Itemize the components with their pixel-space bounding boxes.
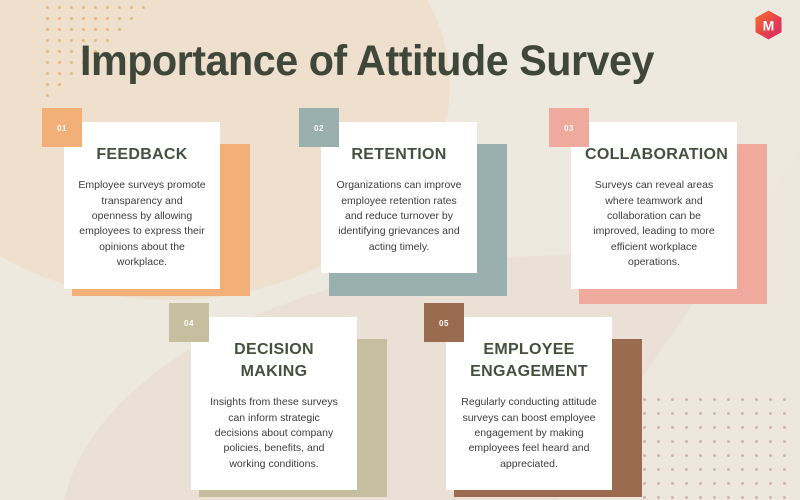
card-title: DECISION MAKING: [234, 341, 314, 381]
card-panel: RETENTION Organizations can improve empl…: [321, 122, 477, 274]
card-number-badge: 01: [42, 108, 82, 147]
card-number-badge: 02: [299, 108, 339, 147]
card-number-badge: 05: [424, 303, 464, 342]
hexagon-icon: M: [755, 10, 782, 40]
card-body-text: Regularly conducting attitude surveys ca…: [461, 396, 597, 470]
card-panel: EMPLOYEE ENGAGEMENT Regularly conducting…: [446, 317, 612, 491]
card-body-text: Surveys can reveal areas where teamwork …: [593, 179, 715, 269]
card-title: FEEDBACK: [96, 146, 188, 163]
page-title: Importance of Attitude Survey: [80, 37, 655, 85]
card-title: RETENTION: [351, 146, 447, 163]
card-panel: FEEDBACK Employee surveys promote transp…: [64, 122, 220, 289]
card-body-text: Employee surveys promote transparency an…: [78, 179, 206, 269]
card-number-badge: 04: [169, 303, 209, 342]
card-panel: COLLABORATION Surveys can reveal areas w…: [571, 122, 737, 289]
dot-cluster-triangle: [46, 6, 145, 105]
logo-letter: M: [763, 17, 775, 33]
card-body-text: Insights from these surveys can inform s…: [210, 396, 338, 470]
card-title: EMPLOYEE ENGAGEMENT: [470, 341, 588, 381]
brand-logo[interactable]: M: [755, 10, 782, 40]
card-number-badge: 03: [549, 108, 589, 147]
card-body-text: Organizations can improve employee reten…: [336, 179, 462, 253]
card-panel: DECISION MAKING Insights from these surv…: [191, 317, 357, 491]
card-title: COLLABORATION: [585, 146, 729, 163]
dot-grid-bottom-right: [643, 398, 797, 500]
